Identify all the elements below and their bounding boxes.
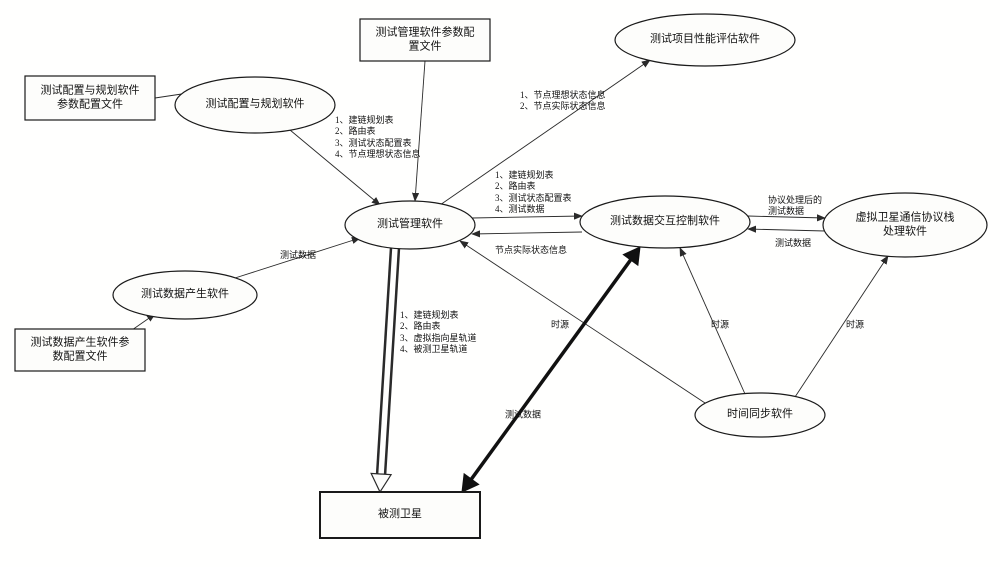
node-cfg_file: [25, 76, 155, 120]
node-time: [695, 393, 825, 437]
edge-e5: [440, 60, 650, 205]
thick-edge-ta1-head: [371, 473, 391, 492]
edge-e4: [290, 130, 380, 205]
dbl-edge-head: [623, 247, 640, 265]
edge-e9: [748, 216, 825, 218]
node-gen: [113, 271, 257, 319]
node-cfg_plan: [175, 77, 335, 133]
edge-e13: [795, 256, 888, 397]
edge-e8: [472, 232, 582, 234]
node-sat: [320, 492, 480, 538]
node-exch: [580, 196, 750, 248]
edge-e11: [460, 241, 705, 403]
thick-edge-ta1-b: [385, 248, 399, 474]
node-mgr_file: [360, 19, 490, 61]
node-perf: [615, 14, 795, 66]
edge-e10: [748, 229, 825, 231]
dbl-edge-head: [462, 474, 479, 492]
thick-edge-ta1-a: [377, 248, 391, 474]
edge-e12: [680, 248, 745, 394]
edge-e6: [235, 238, 360, 278]
edge-e2: [415, 61, 425, 201]
node-proto: [823, 193, 987, 257]
edge-e7: [472, 216, 582, 218]
dbl-edge-da1: [470, 258, 632, 480]
node-gen_file: [15, 329, 145, 371]
node-mgr: [345, 201, 475, 249]
